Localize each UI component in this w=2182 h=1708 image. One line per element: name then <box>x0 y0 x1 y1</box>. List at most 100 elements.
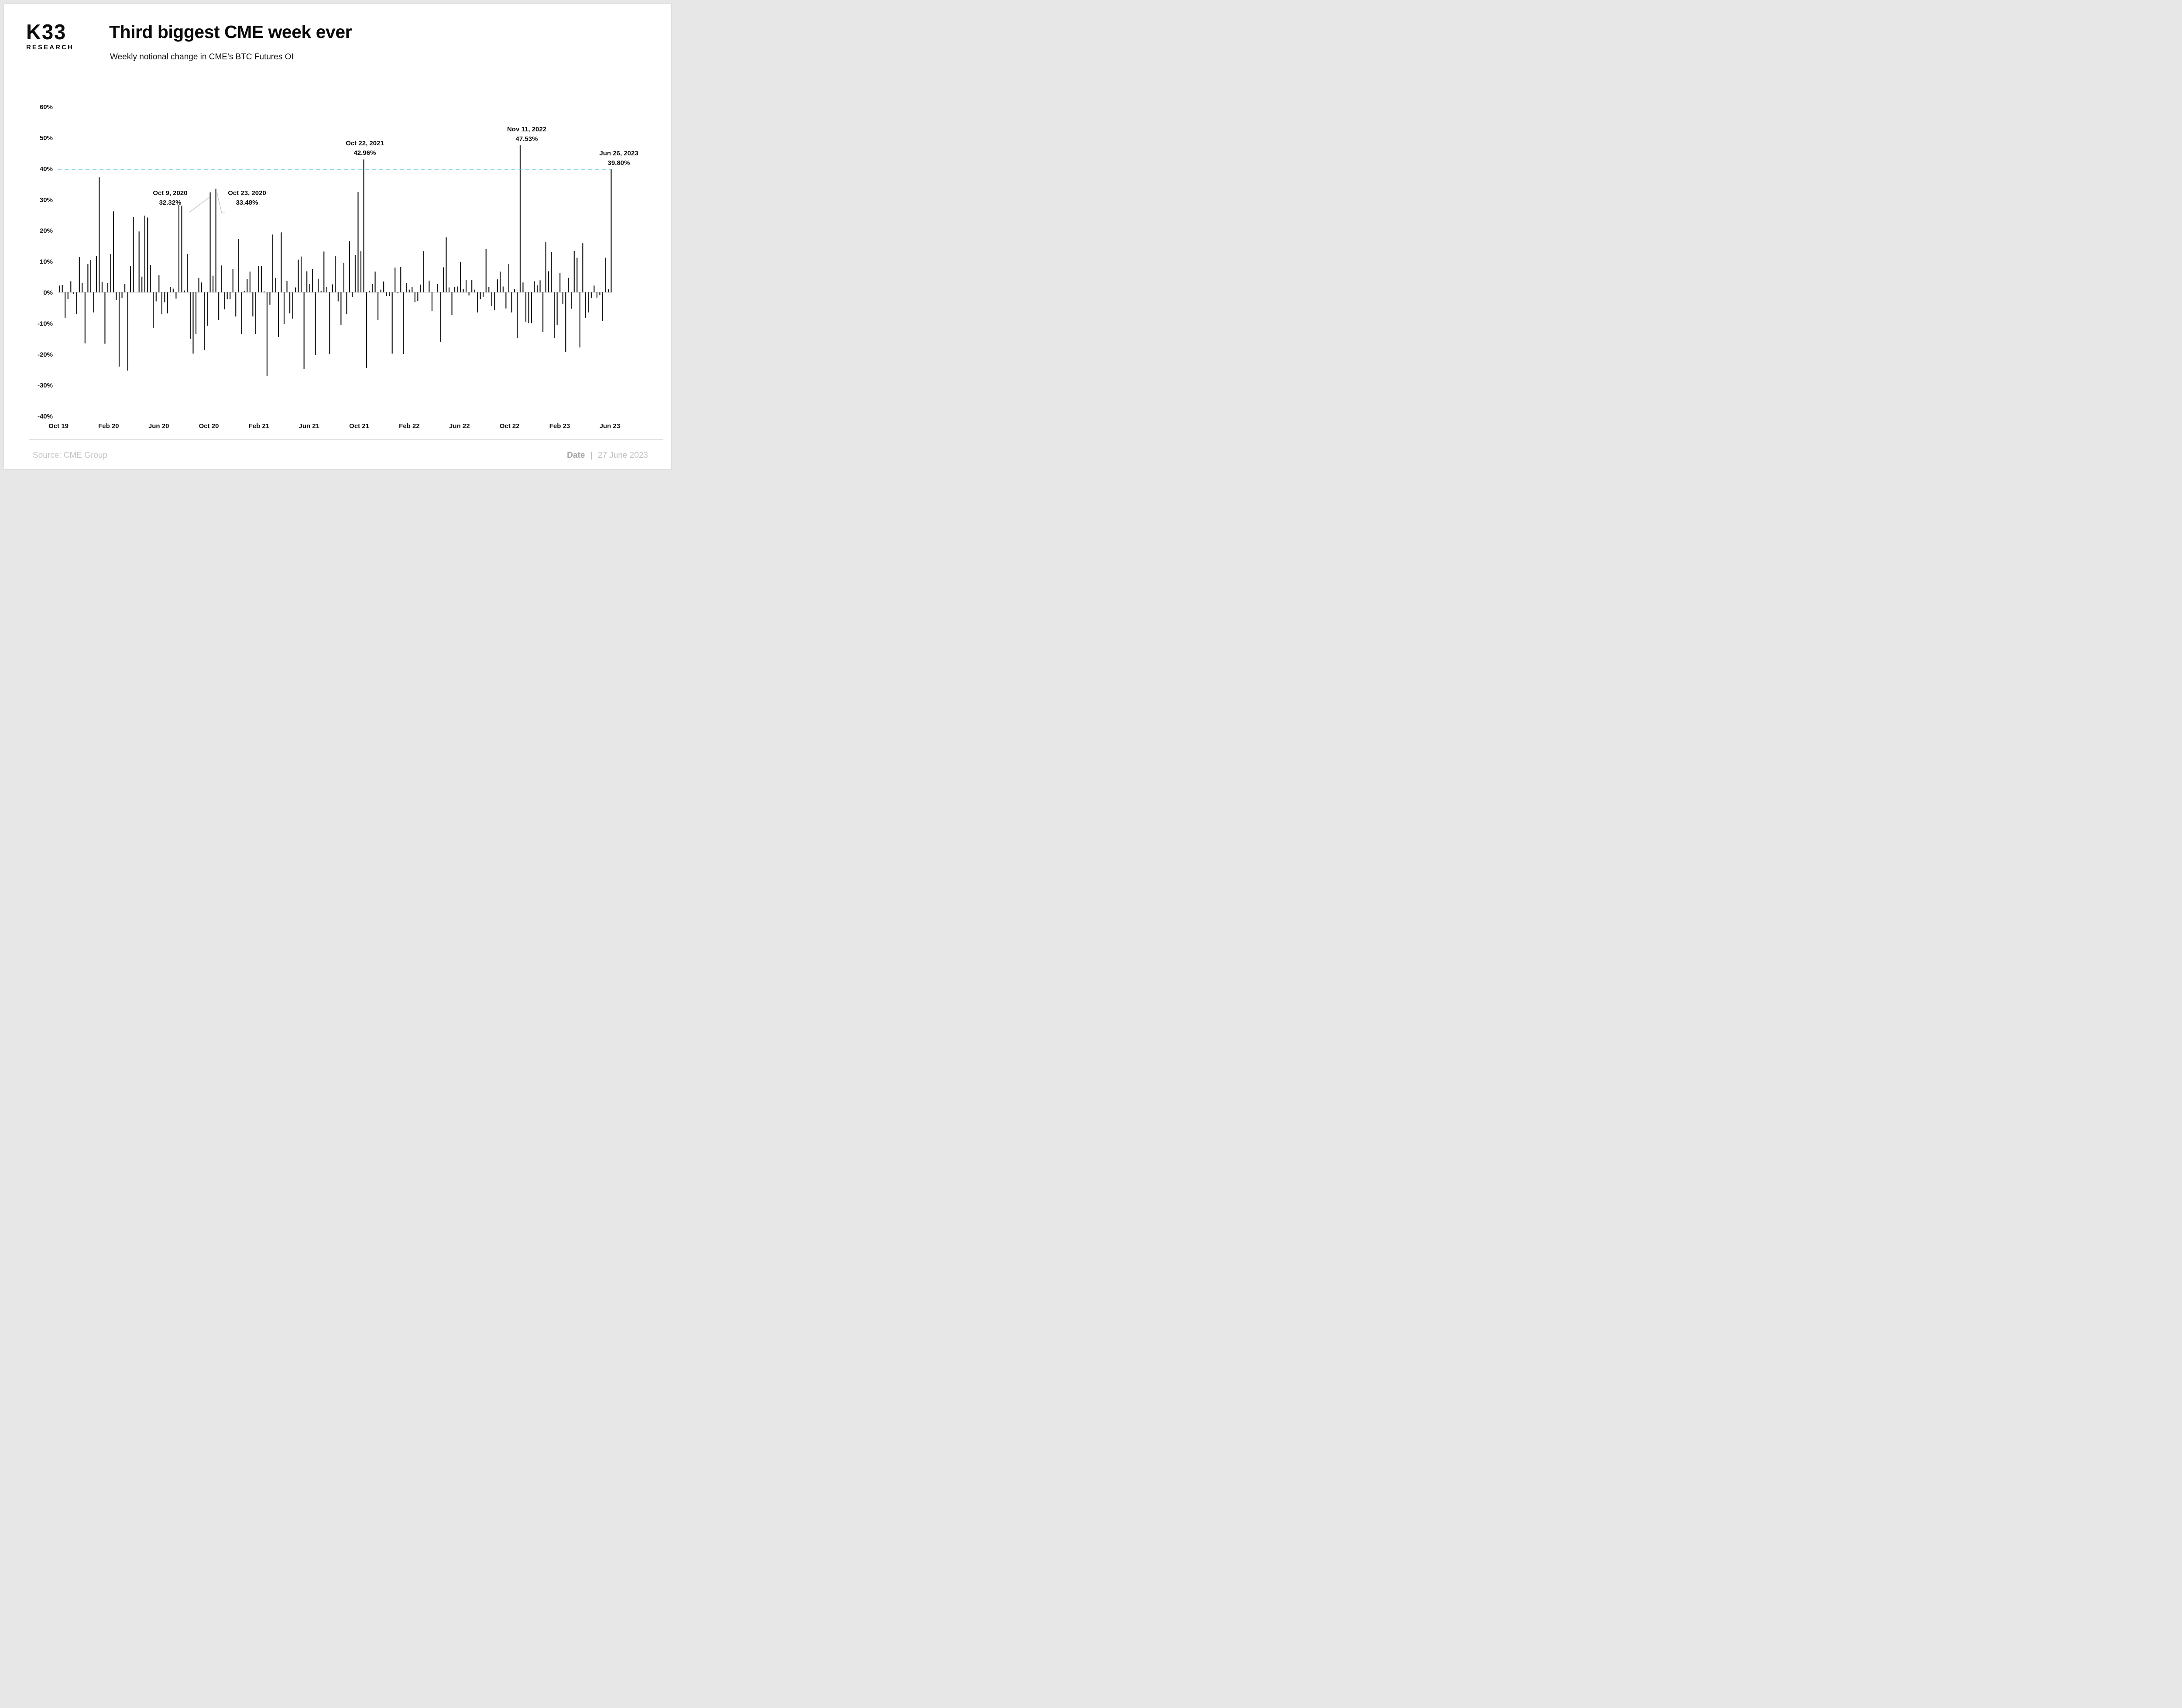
bar-week-106 <box>360 251 362 292</box>
bar-week-133 <box>437 284 439 292</box>
bar-week-156 <box>502 286 504 292</box>
bar-week-19 <box>113 211 114 292</box>
annotation-date: Jun 26, 2023 <box>599 150 638 157</box>
bar-week-26 <box>133 217 134 292</box>
bar-week-179 <box>568 278 569 292</box>
bar-week-3 <box>67 292 69 299</box>
bar-week-135 <box>443 267 444 292</box>
k33-research-logo: K33 RESEARCH <box>26 20 96 51</box>
bar-week-186 <box>588 292 589 313</box>
bar-week-180 <box>571 292 572 309</box>
bar-week-59 <box>226 292 228 299</box>
bar-week-176 <box>559 273 561 292</box>
bar-week-161 <box>517 292 518 338</box>
bar-week-108 <box>366 292 367 368</box>
bar-week-154 <box>497 279 498 292</box>
bar-week-23 <box>124 284 126 292</box>
x-tick-Jun 20: Jun 20 <box>148 422 169 430</box>
bar-week-4 <box>70 281 72 292</box>
bar-week-21 <box>118 292 120 367</box>
annotation-value: 39.80% <box>607 159 630 167</box>
bar-week-20 <box>116 292 117 300</box>
bar-week-29 <box>141 276 143 292</box>
bar-week-92 <box>320 291 322 292</box>
bar-week-117 <box>391 292 393 354</box>
report-date: Date | 27 June 2023 <box>567 451 648 460</box>
bar-week-165 <box>528 292 529 323</box>
bar-week-6 <box>76 292 77 314</box>
bar-week-33 <box>153 292 154 328</box>
bar-week-89 <box>312 269 313 292</box>
x-tick-Oct 19: Oct 19 <box>48 422 69 430</box>
annotation-value: 47.53% <box>515 135 538 143</box>
y-tick-40%: 40% <box>40 165 53 173</box>
bar-week-52 <box>206 292 208 326</box>
bar-week-63 <box>238 239 239 292</box>
bar-week-152 <box>491 292 492 306</box>
bar-week-49 <box>198 278 199 292</box>
date-value: 27 June 2023 <box>597 451 648 460</box>
bar-week-75 <box>272 234 274 292</box>
y-tick-0%: 0% <box>43 289 53 297</box>
bar-week-44 <box>184 290 185 292</box>
bar-week-162 <box>519 145 521 292</box>
footer-divider <box>29 439 663 440</box>
bar-week-107 <box>363 159 364 292</box>
bar-week-24 <box>127 292 128 371</box>
bar-week-147 <box>477 292 478 313</box>
bar-week-76 <box>275 278 276 292</box>
bar-week-158 <box>508 264 509 292</box>
bar-week-38 <box>167 292 168 314</box>
bar-week-96 <box>332 284 333 292</box>
bar-week-169 <box>539 280 541 292</box>
annotation-value: 42.96% <box>353 149 376 157</box>
x-tick-Feb 23: Feb 23 <box>549 422 570 430</box>
x-tick-Oct 22: Oct 22 <box>500 422 520 430</box>
bar-week-127 <box>420 285 421 292</box>
bar-week-104 <box>354 255 356 292</box>
bar-week-31 <box>147 217 148 292</box>
y-tick--10%: -10% <box>38 320 53 327</box>
bar-week-40 <box>172 288 174 292</box>
bar-week-15 <box>101 281 103 292</box>
bar-week-12 <box>93 292 94 313</box>
bar-week-172 <box>548 271 549 292</box>
bar-week-88 <box>309 284 310 292</box>
bar-week-102 <box>349 241 350 292</box>
bar-week-115 <box>386 292 387 296</box>
bar-week-86 <box>303 292 305 369</box>
bar-week-11 <box>90 260 91 292</box>
annotation-date: Oct 9, 2020 <box>153 189 188 197</box>
bar-week-185 <box>585 292 586 318</box>
bar-week-151 <box>488 287 490 292</box>
bar-week-53 <box>209 192 211 292</box>
bar-week-34 <box>155 292 157 302</box>
bar-week-16 <box>104 292 106 344</box>
leader-oct-23-2020 <box>216 192 225 213</box>
bar-week-160 <box>514 289 515 292</box>
bar-week-120 <box>400 267 401 292</box>
bar-week-1 <box>62 285 63 292</box>
bar-week-114 <box>383 281 384 292</box>
page-subtitle: Weekly notional change in CME’s BTC Futu… <box>110 52 294 62</box>
y-tick-10%: 10% <box>40 258 53 266</box>
page-title: Third biggest CME week ever <box>109 22 352 42</box>
bar-week-193 <box>607 289 609 292</box>
bar-week-93 <box>323 251 325 292</box>
date-separator: | <box>590 451 593 460</box>
bar-week-43 <box>181 206 182 292</box>
bar-week-28 <box>138 231 140 292</box>
bar-week-166 <box>531 292 532 323</box>
zero-baseline <box>58 292 613 293</box>
bar-week-0 <box>59 285 60 292</box>
bar-week-45 <box>187 254 188 292</box>
y-tick--30%: -30% <box>38 382 53 389</box>
bar-week-164 <box>525 292 527 322</box>
bar-week-134 <box>440 292 441 342</box>
bar-week-57 <box>221 265 222 292</box>
bar-week-65 <box>244 291 245 292</box>
bar-week-144 <box>468 292 470 296</box>
bar-week-64 <box>241 292 242 334</box>
bar-week-155 <box>500 271 501 292</box>
x-tick-Feb 22: Feb 22 <box>399 422 420 430</box>
